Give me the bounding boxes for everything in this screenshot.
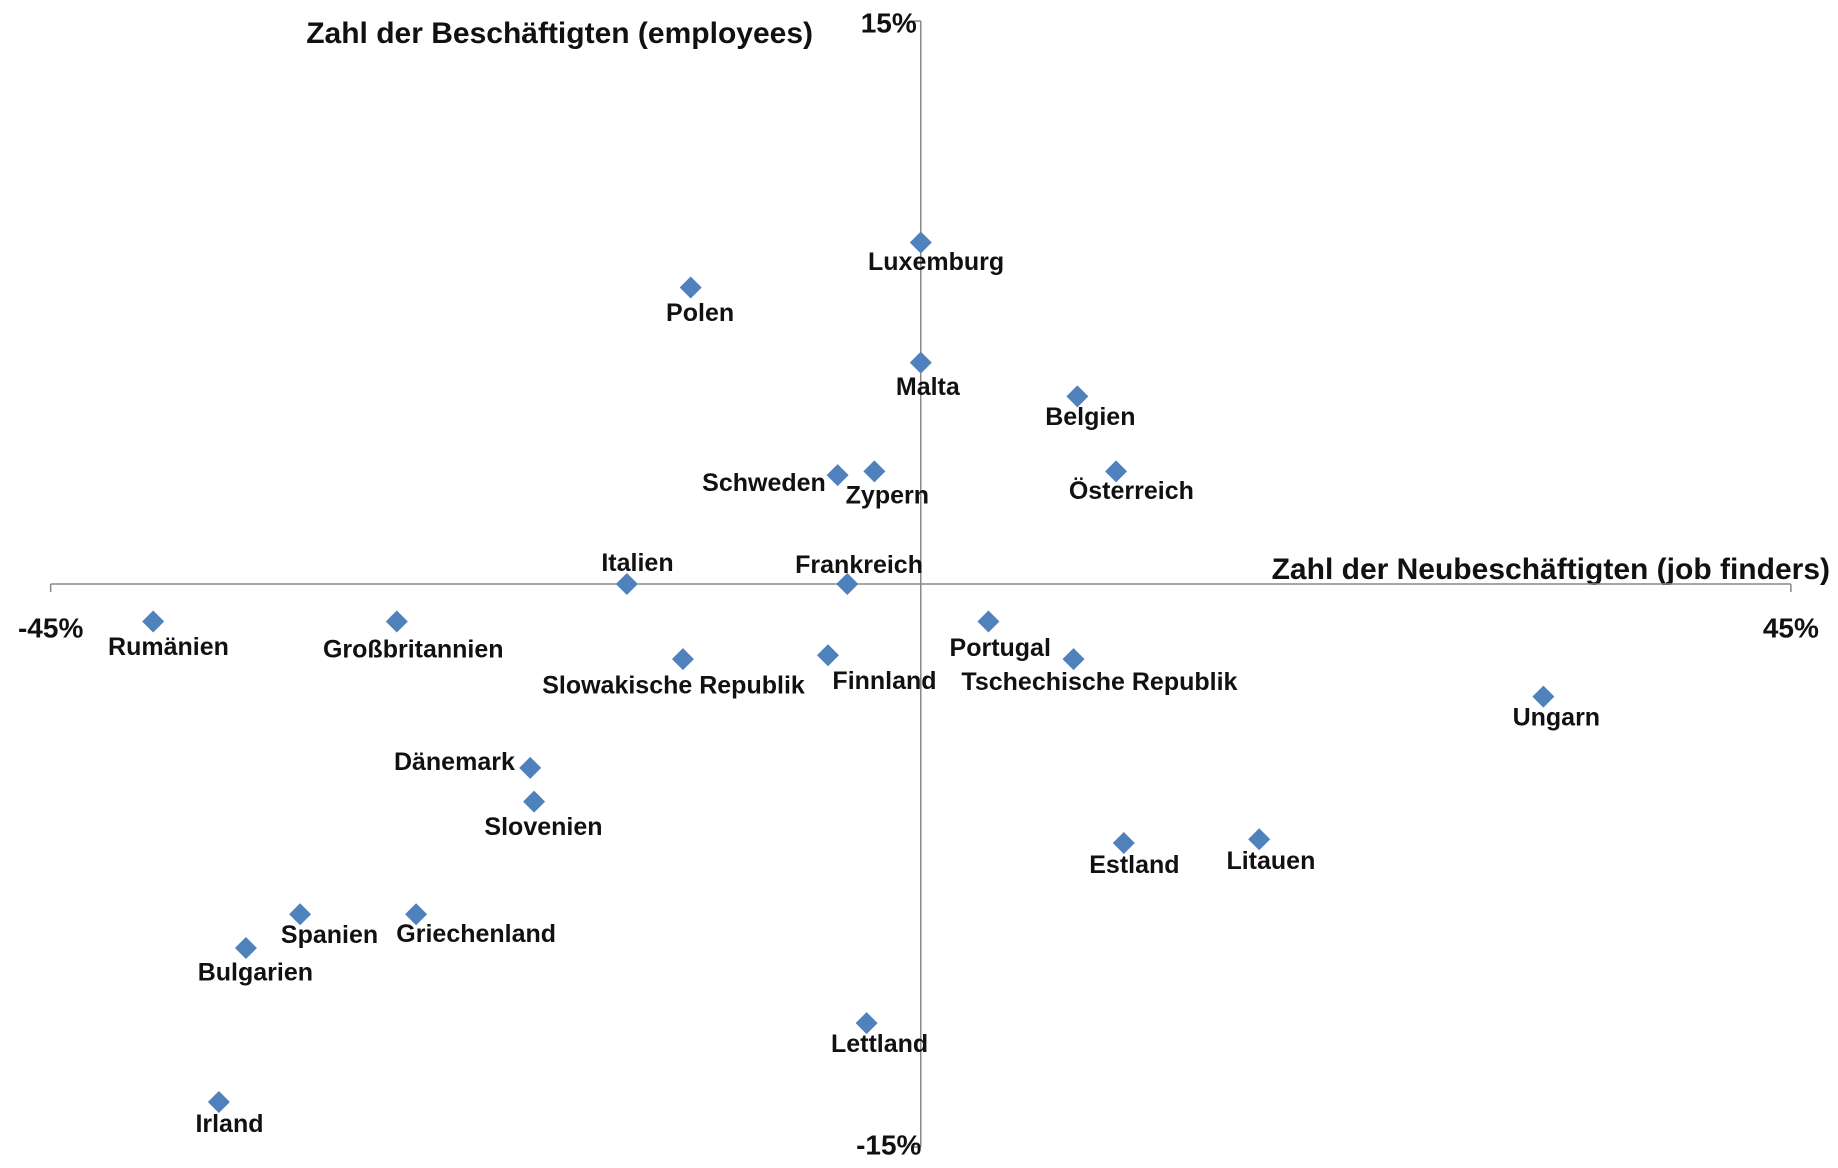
- x-axis-title: Zahl der Neubeschäftigten (job finders): [1272, 553, 1830, 586]
- point-label: Ungarn: [1513, 703, 1601, 731]
- point: [405, 903, 428, 926]
- point-label: Polen: [666, 299, 734, 327]
- point: [385, 610, 408, 633]
- point: [1248, 828, 1271, 851]
- point-label: Portugal: [950, 634, 1051, 662]
- x-tick-label: 45%: [1763, 612, 1819, 643]
- y-tick-label: -15%: [856, 1129, 921, 1160]
- point-label: Spanien: [281, 921, 378, 949]
- point: [523, 790, 546, 813]
- point: [826, 464, 849, 487]
- point: [615, 573, 638, 595]
- point-label: Frankreich: [795, 551, 923, 579]
- point: [1112, 831, 1135, 854]
- point-label: Malta: [896, 373, 961, 401]
- point: [679, 276, 702, 299]
- point: [836, 573, 859, 595]
- point-label: Belgien: [1045, 403, 1135, 431]
- point-label: Tschechische Republik: [961, 668, 1237, 696]
- point: [816, 644, 839, 667]
- point: [863, 460, 886, 483]
- y-tick-label: 15%: [861, 7, 917, 38]
- x-tick-label: -45%: [18, 612, 83, 643]
- point-label: Dänemark: [394, 748, 515, 776]
- point-label: Griechenland: [396, 920, 556, 948]
- point-label: Bulgarien: [198, 958, 313, 986]
- point: [142, 610, 165, 633]
- point-label: Großbritannien: [323, 635, 504, 663]
- point: [519, 756, 542, 779]
- point-label: Finnland: [832, 667, 936, 695]
- point: [977, 610, 1000, 633]
- point-label: Lettland: [831, 1030, 928, 1058]
- point-label: Schweden: [702, 469, 826, 497]
- point: [1066, 385, 1089, 408]
- point: [909, 231, 932, 254]
- point-label: Zypern: [846, 482, 929, 510]
- point-label: Litauen: [1226, 847, 1315, 875]
- point: [207, 1090, 230, 1113]
- point-label: Österreich: [1069, 476, 1194, 505]
- point: [1062, 648, 1085, 671]
- point-label: Slovenien: [484, 813, 602, 841]
- point-label: Italien: [601, 549, 673, 577]
- y-axis-title: Zahl der Beschäftigten (employees): [306, 17, 813, 50]
- point-label: Rumänien: [108, 633, 229, 661]
- point: [1532, 685, 1555, 708]
- point-label: Slowakische Republik: [542, 672, 805, 700]
- point: [289, 903, 312, 926]
- point-label: Irland: [195, 1110, 263, 1138]
- point: [234, 937, 257, 960]
- point-label: Estland: [1089, 851, 1179, 879]
- point: [1105, 460, 1128, 483]
- point-label: Luxemburg: [868, 248, 1004, 276]
- point: [909, 351, 932, 374]
- point: [855, 1012, 878, 1035]
- point: [671, 648, 694, 671]
